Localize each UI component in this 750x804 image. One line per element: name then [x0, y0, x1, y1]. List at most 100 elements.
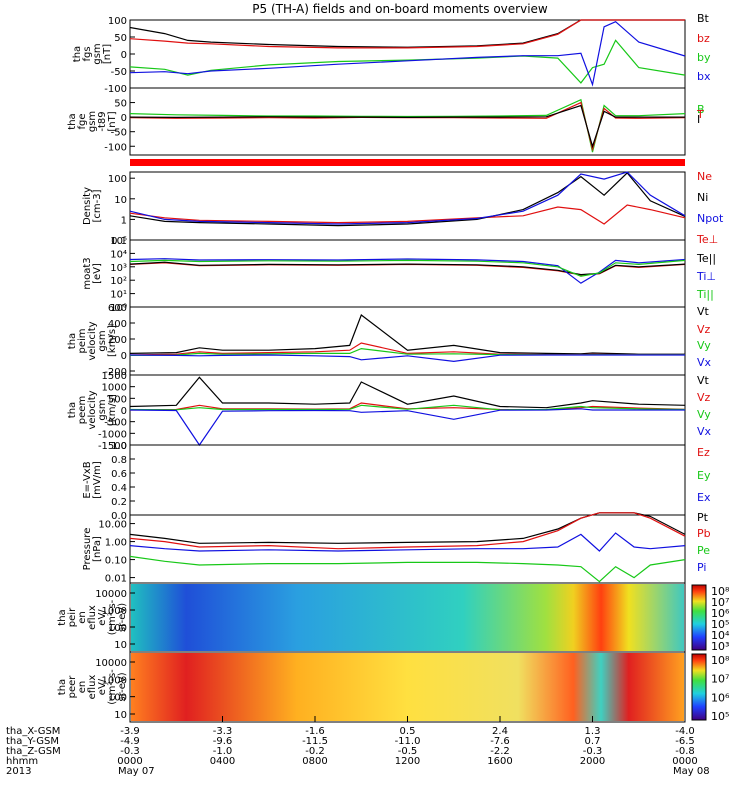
peir-ylabel-line-1: peir [67, 607, 78, 627]
temp-panel-frame [129, 239, 686, 308]
pressure-ytick-label-2: 0.10 [105, 556, 127, 567]
peir-colorbar [691, 584, 707, 651]
ephem-z-2: -0.2 [305, 746, 325, 757]
fgs-series-Bt [129, 19, 685, 48]
peir-spectrogram [131, 584, 684, 651]
ephem-row-label-4: 2013 [6, 766, 31, 777]
peim-series-Vt [129, 314, 685, 355]
time-hhmm-5: 2000 [580, 756, 605, 767]
density-label-Npot: Npot [697, 212, 724, 225]
peer-ytick-label-3: 10 [114, 710, 127, 721]
peem-series-Vy [129, 404, 686, 411]
density-series-Ne [129, 204, 686, 225]
ephem-y-4: -7.6 [490, 736, 510, 747]
time-hhmm-4: 1600 [487, 756, 512, 767]
peer-colorbar-tick-1: 10⁷ [711, 673, 729, 686]
fge-ytick-label-3: -100 [104, 142, 127, 153]
time-hhmm-1: 0400 [210, 756, 235, 767]
ephem-row-label-0: tha_X-GSM [6, 726, 60, 737]
peem-ytick-label-6: -1500 [98, 441, 127, 452]
density-ytick-label-0: 100 [108, 174, 127, 185]
ephem-z-3: -0.5 [398, 746, 418, 757]
fgs-ytick-label-0: 100 [108, 16, 127, 27]
peer-ylabel-line-6: sr-eV) [117, 672, 128, 701]
peer-colorbar-tick-0: 10⁸ [711, 654, 730, 667]
peir-ytick-label-2: 100 [108, 623, 127, 634]
fge-ytick-label-2: -50 [111, 128, 127, 139]
ephem-z-4: -2.2 [490, 746, 510, 757]
time-hhmm-2: 0800 [302, 756, 327, 767]
temp-series-Ti⊥ [129, 258, 686, 284]
peir-ylabel-line-0: tha [57, 609, 68, 625]
time-hhmm-0: 0000 [117, 756, 142, 767]
peem-ylabel-line-4: [km/s] [107, 394, 118, 426]
peir-colorbar-tick-3: 10⁵ [711, 618, 729, 631]
ephem-x-0: -3.9 [120, 726, 140, 737]
efield-label-Ey: Ey [697, 469, 711, 482]
fge-ylabel-line-1: fge [77, 113, 88, 129]
pressure-series-Pb [129, 512, 686, 550]
fgs-ytick-label-3: -50 [111, 67, 127, 78]
peem-ytick-label-5: -1000 [98, 429, 127, 440]
fgs-label-bx: bx [697, 70, 711, 83]
peim-label-Vx: Vx [697, 356, 712, 369]
fgs-label-bz: bz [697, 32, 710, 45]
temp-series-Ti|| [129, 259, 686, 277]
peir-ylabel-line-3: eflux [87, 605, 98, 630]
efield-ylabel-line-0: E=-VxB [82, 461, 93, 498]
temp-label-Ti⊥: Ti⊥ [696, 270, 716, 283]
fge-ytick-label-0: 50 [114, 99, 127, 110]
pressure-ylabel-line-1: [nPa] [92, 536, 103, 562]
peem-label-Vx: Vx [697, 425, 712, 438]
peem-ylabel-line-0: tha [67, 402, 78, 418]
temp-label-Te||: Te|| [696, 252, 716, 265]
pressure-label-Pe: Pe [697, 544, 710, 557]
peem-series-Vx [129, 408, 685, 447]
peer-colorbar-tick-3: 10⁵ [711, 710, 729, 723]
ephem-x-6: -4.0 [675, 726, 695, 737]
density-ytick-label-1: 10 [114, 195, 127, 206]
ephem-x-4: 2.4 [492, 726, 508, 737]
temp-label-Ti||: Ti|| [696, 288, 714, 301]
peir-ylabel-line-6: sr-eV) [117, 603, 128, 632]
fgs-ylabel-line-1: fgs [82, 46, 93, 61]
ephem-x-2: -1.6 [305, 726, 325, 737]
peer-ylabel-line-1: peer [67, 675, 78, 699]
peim-ytick-label-0: 600 [108, 303, 127, 314]
peim-ylabel-line-4: [km/s] [107, 325, 118, 357]
peim-ylabel-line-3: gsm [97, 330, 108, 351]
peer-ylabel-line-2: en [77, 681, 88, 694]
peem-ylabel-line-2: velocity [87, 390, 98, 429]
efield-ytick-label-5: 0.0 [111, 511, 127, 522]
fge-ylabel-line-3: -t89 [97, 111, 108, 131]
fge-series-T [129, 101, 686, 152]
peer-colorbar [691, 653, 707, 721]
ephem-x-5: 1.3 [585, 726, 601, 737]
fgs-ylabel-line-3: [nT] [102, 44, 113, 64]
ephem-z-6: -0.8 [675, 746, 695, 757]
ephem-z-1: -1.0 [213, 746, 233, 757]
temp-ytick-label-0: 10⁵ [110, 236, 127, 247]
fge-series-B [129, 98, 686, 153]
pressure-label-Pi: Pi [697, 561, 706, 574]
pressure-label-Pb: Pb [697, 527, 711, 540]
ephem-y-1: -9.6 [213, 736, 233, 747]
ephem-row-label-3: hhmm [6, 756, 38, 767]
peim-ytick-label-1: 400 [108, 319, 127, 330]
fgs-ytick-label-2: 0 [121, 50, 127, 61]
ephem-row-label-1: tha_Y-GSM [6, 736, 59, 747]
temp-ylabel-line-0: moat3 [82, 257, 93, 289]
ephem-y-2: -11.5 [302, 736, 328, 747]
peir-ytick-label-0: 10000 [95, 589, 127, 600]
fge-panel-frame [129, 87, 686, 156]
fge-label-I: I [697, 113, 700, 126]
peir-ylabel-line-4: eV/ [97, 609, 108, 626]
peem-ytick-label-3: 0 [121, 406, 127, 417]
density-ytick-label-3: 0.1 [111, 236, 127, 247]
fgs-label-by: by [697, 51, 711, 64]
peir-ytick-label-3: 10 [114, 640, 127, 651]
fgs-ytick-label-1: 50 [114, 33, 127, 44]
pressure-ytick-label-0: 10.00 [98, 520, 127, 531]
peem-ylabel-line-3: gsm [97, 399, 108, 420]
